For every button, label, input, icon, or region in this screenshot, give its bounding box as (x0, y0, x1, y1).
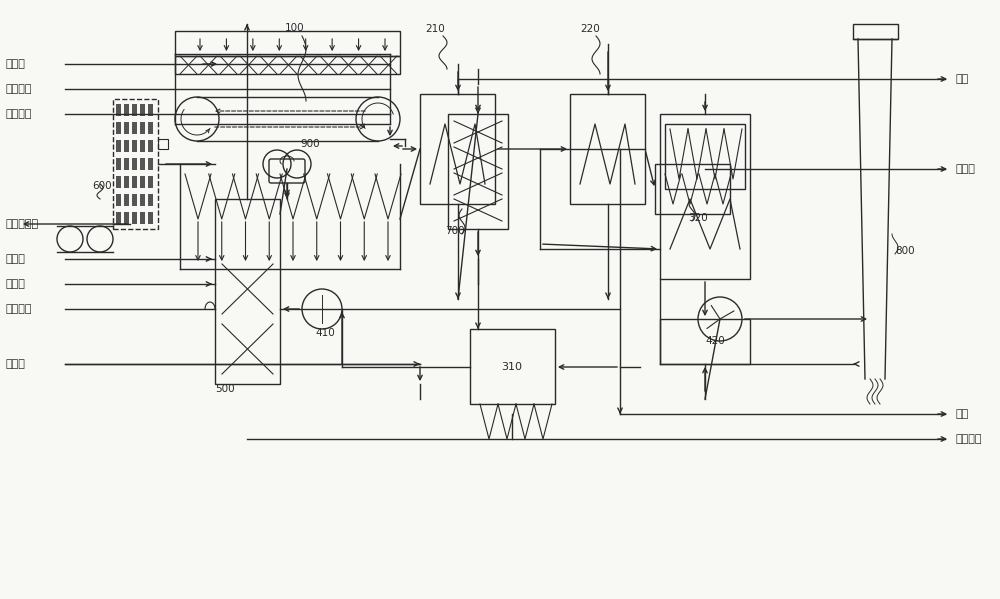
Bar (148, 122, 153, 134)
Bar (175, 31, 400, 56)
Bar (124, 140, 129, 152)
Text: 脱硫产品: 脱硫产品 (955, 434, 982, 444)
Bar (124, 212, 129, 224)
Bar (132, 176, 137, 188)
Text: 320: 320 (688, 213, 708, 223)
Bar (660, 114, 750, 279)
Bar (140, 158, 145, 170)
Bar (113, 99, 158, 229)
Bar (148, 104, 153, 116)
Bar (124, 176, 129, 188)
Bar (215, 199, 280, 384)
Bar (140, 212, 145, 224)
Text: 900: 900 (300, 139, 320, 149)
Bar (853, 24, 898, 39)
Bar (570, 94, 645, 204)
Bar (132, 104, 137, 116)
Text: 脱硫剂: 脱硫剂 (5, 279, 25, 289)
Bar (148, 176, 153, 188)
Text: 净烟气: 净烟气 (955, 164, 975, 174)
Bar (175, 56, 400, 74)
Bar (140, 104, 145, 116)
Bar (116, 122, 121, 134)
Bar (660, 319, 750, 364)
Text: 脱硝剂: 脱硝剂 (5, 359, 25, 369)
Text: 800: 800 (895, 246, 915, 256)
Bar (665, 124, 745, 189)
Bar (124, 122, 129, 134)
Text: 410: 410 (315, 328, 335, 338)
Bar (470, 329, 555, 404)
Text: 220: 220 (580, 24, 600, 34)
Text: 脱盐水: 脱盐水 (5, 59, 25, 69)
Text: 烧结矿成品: 烧结矿成品 (5, 219, 38, 229)
Bar (148, 212, 153, 224)
Text: 500: 500 (215, 384, 235, 394)
Bar (124, 104, 129, 116)
Bar (158, 139, 168, 149)
Bar (124, 158, 129, 170)
Bar (116, 104, 121, 116)
Bar (655, 164, 730, 214)
Bar (420, 94, 495, 204)
Bar (116, 140, 121, 152)
Bar (140, 176, 145, 188)
Bar (140, 140, 145, 152)
Bar (148, 140, 153, 152)
Bar (116, 176, 121, 188)
Bar (116, 212, 121, 224)
Text: 烧结空气: 烧结空气 (5, 109, 32, 119)
Text: 100: 100 (285, 23, 305, 33)
Bar (132, 140, 137, 152)
Bar (132, 212, 137, 224)
Bar (140, 194, 145, 206)
Text: 600: 600 (92, 181, 112, 191)
Text: 氧化空气: 氧化空气 (5, 304, 32, 314)
Bar (132, 122, 137, 134)
Text: 蒸汽: 蒸汽 (955, 74, 968, 84)
Text: 700: 700 (445, 226, 465, 236)
Bar (148, 194, 153, 206)
Text: 混合原矿: 混合原矿 (5, 84, 32, 94)
Text: 420: 420 (705, 336, 725, 346)
Bar (140, 122, 145, 134)
Bar (132, 194, 137, 206)
Text: 310: 310 (502, 362, 522, 372)
Bar (148, 158, 153, 170)
Text: 工艺水: 工艺水 (5, 254, 25, 264)
Bar (116, 194, 121, 206)
Text: 210: 210 (425, 24, 445, 34)
Bar (448, 114, 508, 229)
Text: 粉尘: 粉尘 (955, 409, 968, 419)
Bar (116, 158, 121, 170)
Bar (132, 158, 137, 170)
Bar (124, 194, 129, 206)
